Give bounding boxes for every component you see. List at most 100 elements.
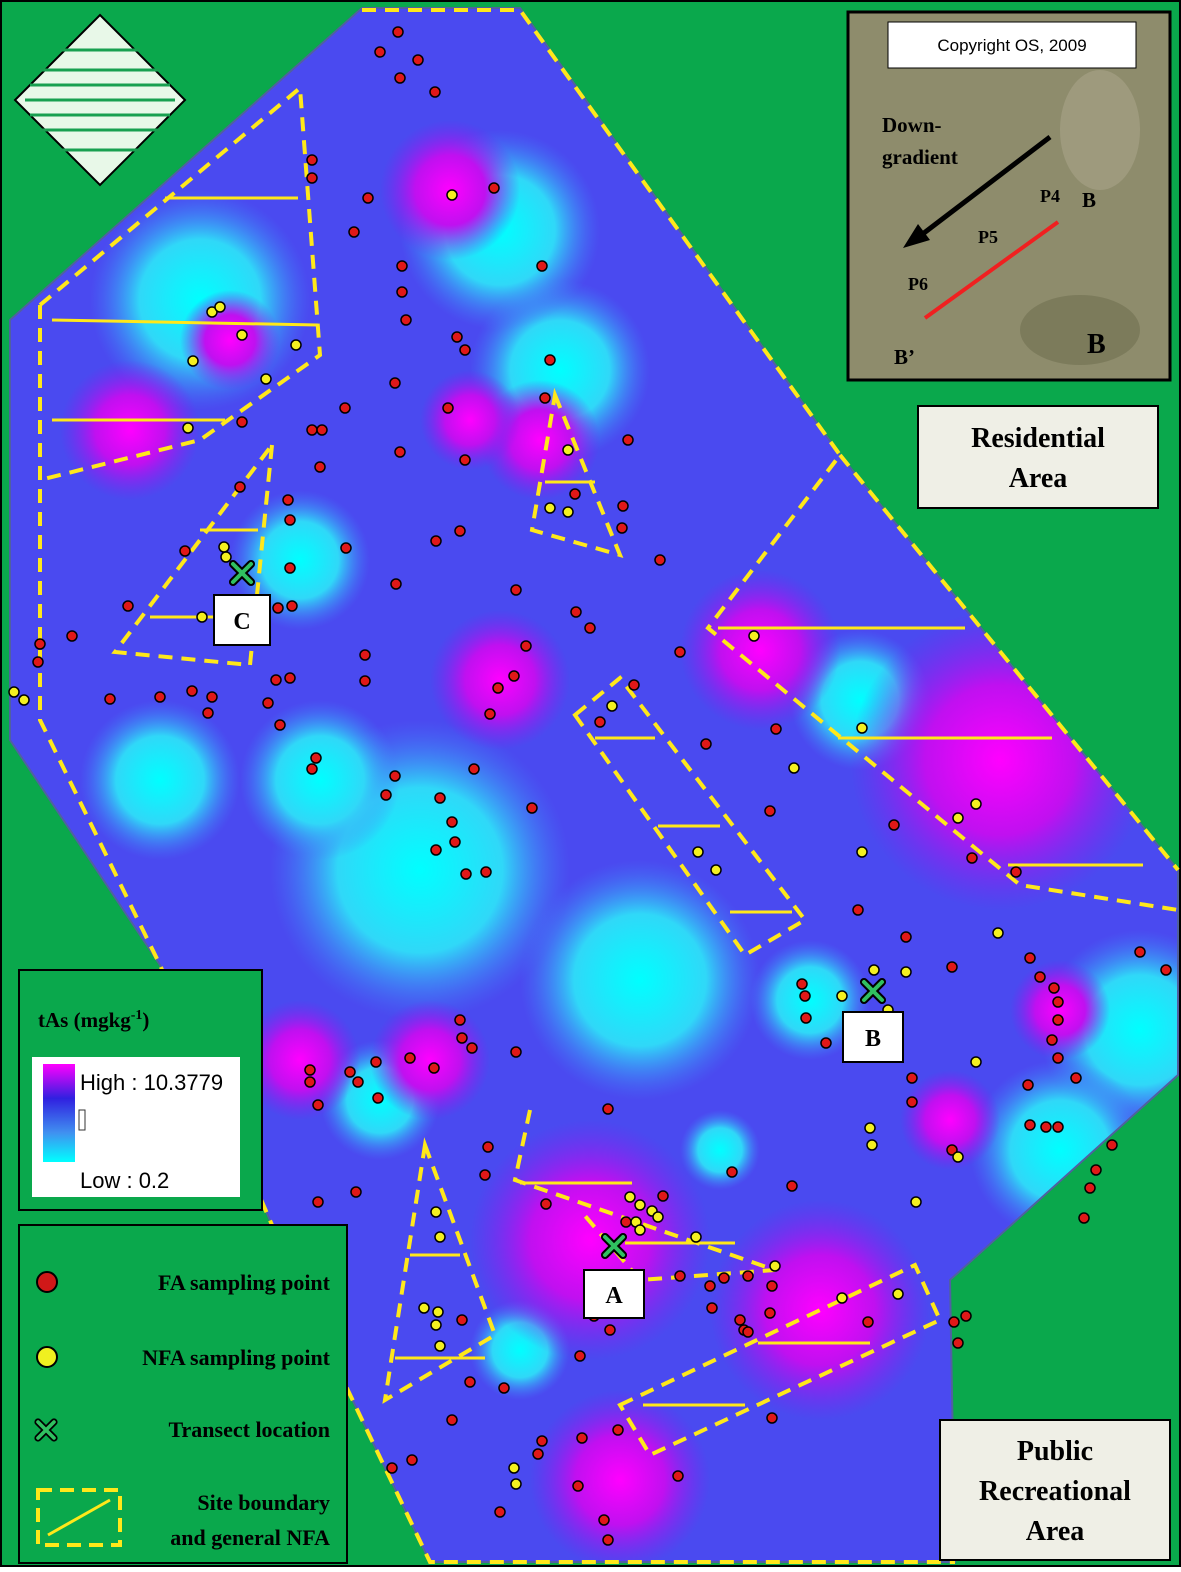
end-label: B’ (894, 345, 915, 369)
fa-point (544, 354, 556, 366)
high-zone (530, 1390, 710, 1562)
fa-point (576, 1432, 588, 1444)
transect-label: B (865, 1026, 881, 1052)
copyright: Copyright OS, 2009 (937, 36, 1086, 55)
fa-point (622, 434, 634, 446)
fa-point (654, 554, 666, 566)
fa-point (569, 488, 581, 500)
fa-point (726, 1166, 738, 1178)
fa-point (764, 1307, 776, 1319)
area-label: Residential (971, 423, 1105, 454)
area-label: Area (1026, 1516, 1085, 1547)
scale-low: Low : 0.2 (80, 1168, 169, 1193)
fa-point (66, 630, 78, 642)
nfa-point (432, 1306, 444, 1318)
fa-point (888, 819, 900, 831)
high-zone (60, 360, 200, 500)
high-zone (710, 1200, 930, 1420)
high-zone (240, 1000, 360, 1120)
fa-point (764, 805, 776, 817)
scale-title-sup: -1 (131, 1008, 143, 1023)
fa-point (122, 600, 134, 612)
fa-point (359, 675, 371, 687)
fa-point (770, 723, 782, 735)
fa-point (674, 1270, 686, 1282)
nfa-point (260, 373, 272, 385)
fa-point (1052, 1014, 1064, 1026)
transect-label: A (605, 1283, 623, 1309)
nfa-point (910, 1196, 922, 1208)
nfa-point (836, 1292, 848, 1304)
fa-point (510, 1046, 522, 1058)
fa-point (386, 1462, 398, 1474)
fa-point (1022, 1079, 1034, 1091)
nfa-point (952, 812, 964, 824)
fa-point (352, 1076, 364, 1088)
nfa-point (8, 686, 20, 698)
fa-point (488, 182, 500, 194)
fa-point (310, 752, 322, 764)
nfa-point (856, 846, 868, 858)
nfa-point (18, 694, 30, 706)
end-label: B (1082, 188, 1096, 212)
fa-point (520, 640, 532, 652)
point-label: P6 (908, 274, 928, 294)
fa-point (852, 904, 864, 916)
fa-point (236, 416, 248, 428)
high-zone (470, 1120, 710, 1360)
fa-point (532, 1448, 544, 1460)
nfa-point (187, 355, 199, 367)
nfa-point (992, 927, 1004, 939)
fa-point (628, 679, 640, 691)
fa-point (284, 514, 296, 526)
fa-point (480, 866, 492, 878)
fa-point (348, 226, 360, 238)
fa-point (604, 1324, 616, 1336)
fa-point (674, 646, 686, 658)
high-zone (680, 570, 840, 730)
fa-point (584, 622, 596, 634)
fa-point (446, 1414, 458, 1426)
scale-title-close: ) (142, 1008, 149, 1032)
fa-point (449, 836, 461, 848)
fa-point (306, 172, 318, 184)
transect-labels: C B A (213, 594, 904, 1319)
fa-point (1160, 964, 1172, 976)
fa-point (456, 1314, 468, 1326)
fa-point (339, 402, 351, 414)
fa-point (202, 707, 214, 719)
fa-point (1040, 1121, 1052, 1133)
fa-point (800, 1012, 812, 1024)
fa-point (430, 535, 442, 547)
fa-point (594, 716, 606, 728)
fa-point (612, 1424, 624, 1436)
fa-point (620, 1216, 632, 1228)
sampling-points (8, 26, 1172, 1546)
fa-point (1052, 1052, 1064, 1064)
fa-point (617, 500, 629, 512)
fa-point (602, 1534, 614, 1546)
fa-point (1134, 946, 1146, 958)
nfa-point (196, 611, 208, 623)
fa-point (960, 1310, 972, 1322)
fa-point (498, 1382, 510, 1394)
fa-point (312, 1099, 324, 1111)
fa-point (766, 1280, 778, 1292)
fa-point (430, 844, 442, 856)
scale-legend: tAs (mgkg-1) High : 10.3779 Low : 0.2 (18, 969, 263, 1211)
fa-point (1084, 1182, 1096, 1194)
fa-point (672, 1470, 684, 1482)
nfa-point (508, 1462, 520, 1474)
fa-point (1024, 952, 1036, 964)
fa-point (494, 1506, 506, 1518)
fa-point (306, 424, 318, 436)
fa-point (306, 154, 318, 166)
fa-point (446, 816, 458, 828)
high-zone (900, 1070, 1000, 1170)
fa-point (570, 606, 582, 618)
nfa-point (952, 1151, 964, 1163)
area-label: Recreational (979, 1476, 1131, 1507)
low-zone (240, 700, 400, 860)
fa-point (657, 1190, 669, 1202)
nfa-point (214, 301, 226, 313)
